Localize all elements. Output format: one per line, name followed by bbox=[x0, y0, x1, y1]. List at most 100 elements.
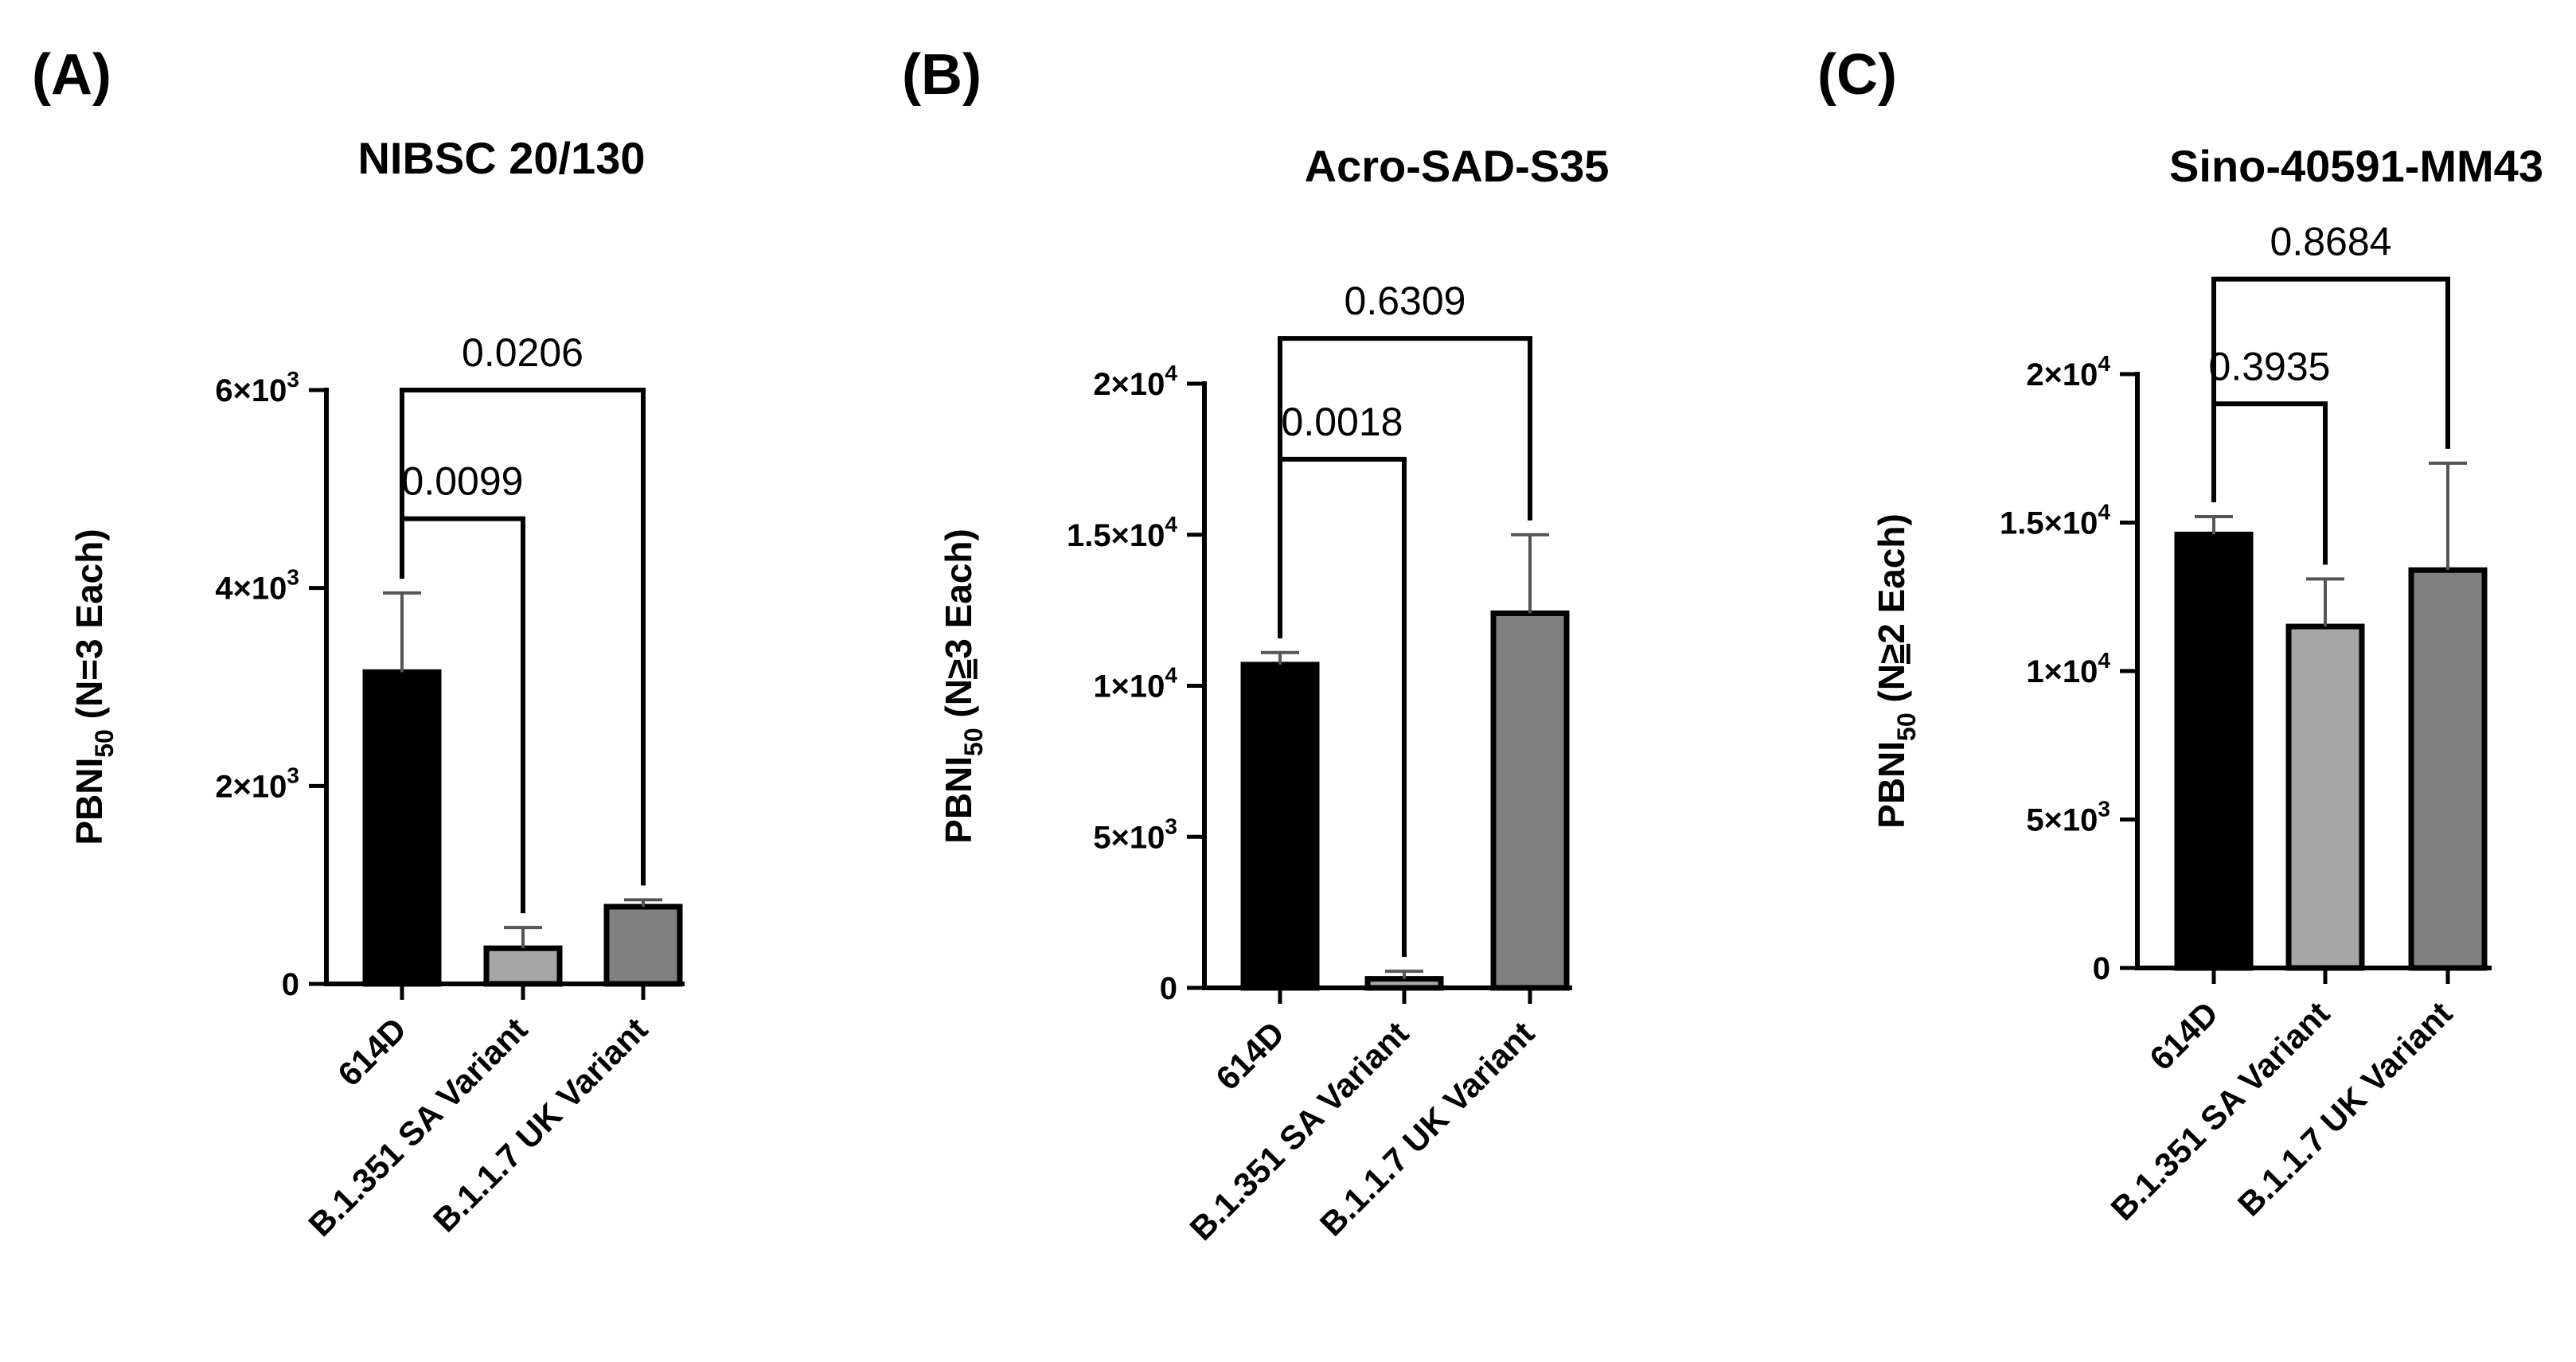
y-tick-mantissa: 2×10 bbox=[215, 769, 287, 804]
y-axis-label-tail: (N=3 Each) bbox=[68, 529, 110, 729]
panel-letter: (B) bbox=[902, 43, 982, 107]
y-tick-mantissa: 0 bbox=[1160, 971, 1177, 1006]
y-axis-label: PBNI50 (N=3 Each) bbox=[68, 529, 119, 845]
error-bar-2 bbox=[1385, 970, 1423, 979]
panel-letter: (C) bbox=[1817, 43, 1897, 107]
y-tick-mantissa: 0 bbox=[2093, 951, 2110, 986]
y-tick-label: 0 bbox=[2093, 951, 2110, 986]
error-bar-2 bbox=[504, 926, 542, 949]
bar-3 bbox=[2408, 567, 2488, 971]
y-axis-label-symbol: ≥ bbox=[938, 659, 979, 679]
y-axis-label-main: PBNI bbox=[938, 756, 979, 844]
y-tick-mantissa: 0 bbox=[282, 967, 299, 1002]
y-axis-label-main: PBNI bbox=[1871, 741, 1912, 829]
y-tick-exponent: 3 bbox=[2098, 797, 2110, 821]
comparison-bracket-2 bbox=[400, 388, 646, 886]
p-value-label: 0.0018 bbox=[1282, 400, 1403, 444]
y-tick-mantissa: 2×10 bbox=[2026, 357, 2098, 392]
bar-1 bbox=[362, 669, 442, 987]
y-axis-label-subscript: 50 bbox=[1892, 712, 1921, 741]
y-axis-label-tail2: 3 Each) bbox=[938, 529, 979, 659]
bar-1 bbox=[1240, 661, 1320, 991]
y-tick-mantissa: 5×10 bbox=[1093, 820, 1165, 855]
y-tick-label: 1.5×104 bbox=[2000, 500, 2110, 541]
y-tick-mantissa: 1×10 bbox=[1093, 669, 1165, 704]
y-axis-label-subscript: 50 bbox=[959, 728, 988, 756]
y-tick-mantissa: 1.5×10 bbox=[1067, 518, 1165, 553]
y-tick-label: 4×103 bbox=[215, 565, 299, 607]
y-tick-exponent: 4 bbox=[1165, 512, 1177, 537]
y-tick-exponent: 3 bbox=[287, 565, 299, 590]
bracket-line bbox=[1278, 336, 1532, 638]
y-tick-label: 6×103 bbox=[215, 367, 299, 408]
y-tick-label: 5×103 bbox=[1093, 814, 1177, 855]
y-axis-label-tail: (N bbox=[938, 679, 979, 728]
chart-title: Sino-40591-MM43 bbox=[2169, 141, 2543, 191]
y-tick-label: 1×104 bbox=[1093, 663, 1177, 704]
y-tick-exponent: 4 bbox=[2098, 351, 2110, 376]
error-bar-3 bbox=[1511, 533, 1549, 614]
category-label: B.1.351 SA Variant bbox=[2103, 994, 2336, 1227]
panel-letter: (A) bbox=[32, 43, 111, 107]
bar-2 bbox=[483, 945, 563, 987]
category-label: 614D bbox=[330, 1010, 413, 1093]
y-tick-mantissa: 5×10 bbox=[2026, 803, 2098, 838]
bar-3 bbox=[1490, 610, 1570, 991]
y-tick-mantissa: 1×10 bbox=[2026, 654, 2098, 689]
chart-title: NIBSC 20/130 bbox=[357, 133, 645, 183]
category-label: B.1.351 SA Variant bbox=[301, 1010, 534, 1243]
p-value-label: 0.6309 bbox=[1345, 279, 1466, 323]
y-tick-exponent: 4 bbox=[2098, 648, 2110, 673]
y-tick-label: 0 bbox=[1160, 971, 1177, 1006]
bar-3 bbox=[603, 903, 683, 987]
y-tick-mantissa: 4×10 bbox=[215, 572, 287, 607]
y-tick-exponent: 3 bbox=[287, 763, 299, 787]
error-bar-1 bbox=[1261, 650, 1299, 665]
bar-1 bbox=[2174, 531, 2254, 971]
p-value-label: 0.0206 bbox=[462, 330, 584, 375]
y-tick-mantissa: 2×10 bbox=[1093, 367, 1165, 402]
y-tick-mantissa: 6×10 bbox=[215, 373, 287, 408]
y-axis-label-subscript: 50 bbox=[90, 729, 119, 758]
panel-a: (A)NIBSC 20/13002×1034×1036×103614DB.1.3… bbox=[32, 43, 685, 1243]
y-tick-label: 2×104 bbox=[2026, 351, 2110, 392]
chart-title: Acro-SAD-S35 bbox=[1305, 141, 1610, 191]
y-tick-exponent: 4 bbox=[1165, 663, 1177, 688]
comparison-bracket-2 bbox=[1278, 336, 1532, 638]
panel-b: (B)Acro-SAD-S3505×1031×1041.5×1042×10461… bbox=[902, 43, 1609, 1247]
comparison-bracket-2 bbox=[2211, 276, 2450, 503]
bracket-line bbox=[2211, 276, 2450, 503]
y-axis-label-main: PBNI bbox=[68, 758, 110, 845]
y-tick-label: 5×103 bbox=[2026, 797, 2110, 838]
p-value-label: 0.3935 bbox=[2209, 344, 2331, 388]
error-bar-2 bbox=[2306, 577, 2344, 627]
category-label: 614D bbox=[1208, 1014, 1291, 1097]
panel-c: (C)Sino-40591-MM4305×1031×1041.5×1042×10… bbox=[1817, 43, 2543, 1227]
p-value-label: 0.8684 bbox=[2270, 220, 2392, 264]
error-bar-1 bbox=[2195, 515, 2233, 535]
bracket-line bbox=[400, 388, 646, 886]
y-tick-label: 1×104 bbox=[2026, 648, 2110, 689]
category-label: B.1.351 SA Variant bbox=[1182, 1014, 1415, 1247]
y-tick-exponent: 4 bbox=[2098, 500, 2110, 525]
category-label: 614D bbox=[2142, 994, 2225, 1077]
y-tick-exponent: 3 bbox=[287, 367, 299, 392]
y-tick-mantissa: 1.5×10 bbox=[2000, 506, 2098, 541]
y-tick-label: 2×104 bbox=[1093, 361, 1177, 402]
category-label: B.1.1.7 UK Variant bbox=[426, 1010, 654, 1239]
y-tick-label: 2×103 bbox=[215, 763, 299, 804]
error-bar-3 bbox=[2429, 461, 2467, 571]
y-tick-label: 1.5×104 bbox=[1067, 512, 1177, 553]
y-axis-label: PBNI50 (N≥3 Each) bbox=[938, 529, 988, 844]
y-axis-label-symbol: ≥ bbox=[1871, 644, 1912, 664]
error-bar-1 bbox=[383, 591, 421, 673]
error-bar-3 bbox=[624, 898, 662, 907]
y-tick-exponent: 4 bbox=[1165, 361, 1177, 385]
y-tick-label: 0 bbox=[282, 967, 299, 1002]
y-axis-label-tail: (N bbox=[1871, 664, 1912, 712]
category-label: B.1.1.7 UK Variant bbox=[2231, 994, 2459, 1223]
y-axis-label: PBNI50 (N≥2 Each) bbox=[1871, 513, 1921, 829]
y-axis-label-tail2: 2 Each) bbox=[1871, 513, 1912, 644]
category-label: B.1.1.7 UK Variant bbox=[1313, 1014, 1541, 1243]
